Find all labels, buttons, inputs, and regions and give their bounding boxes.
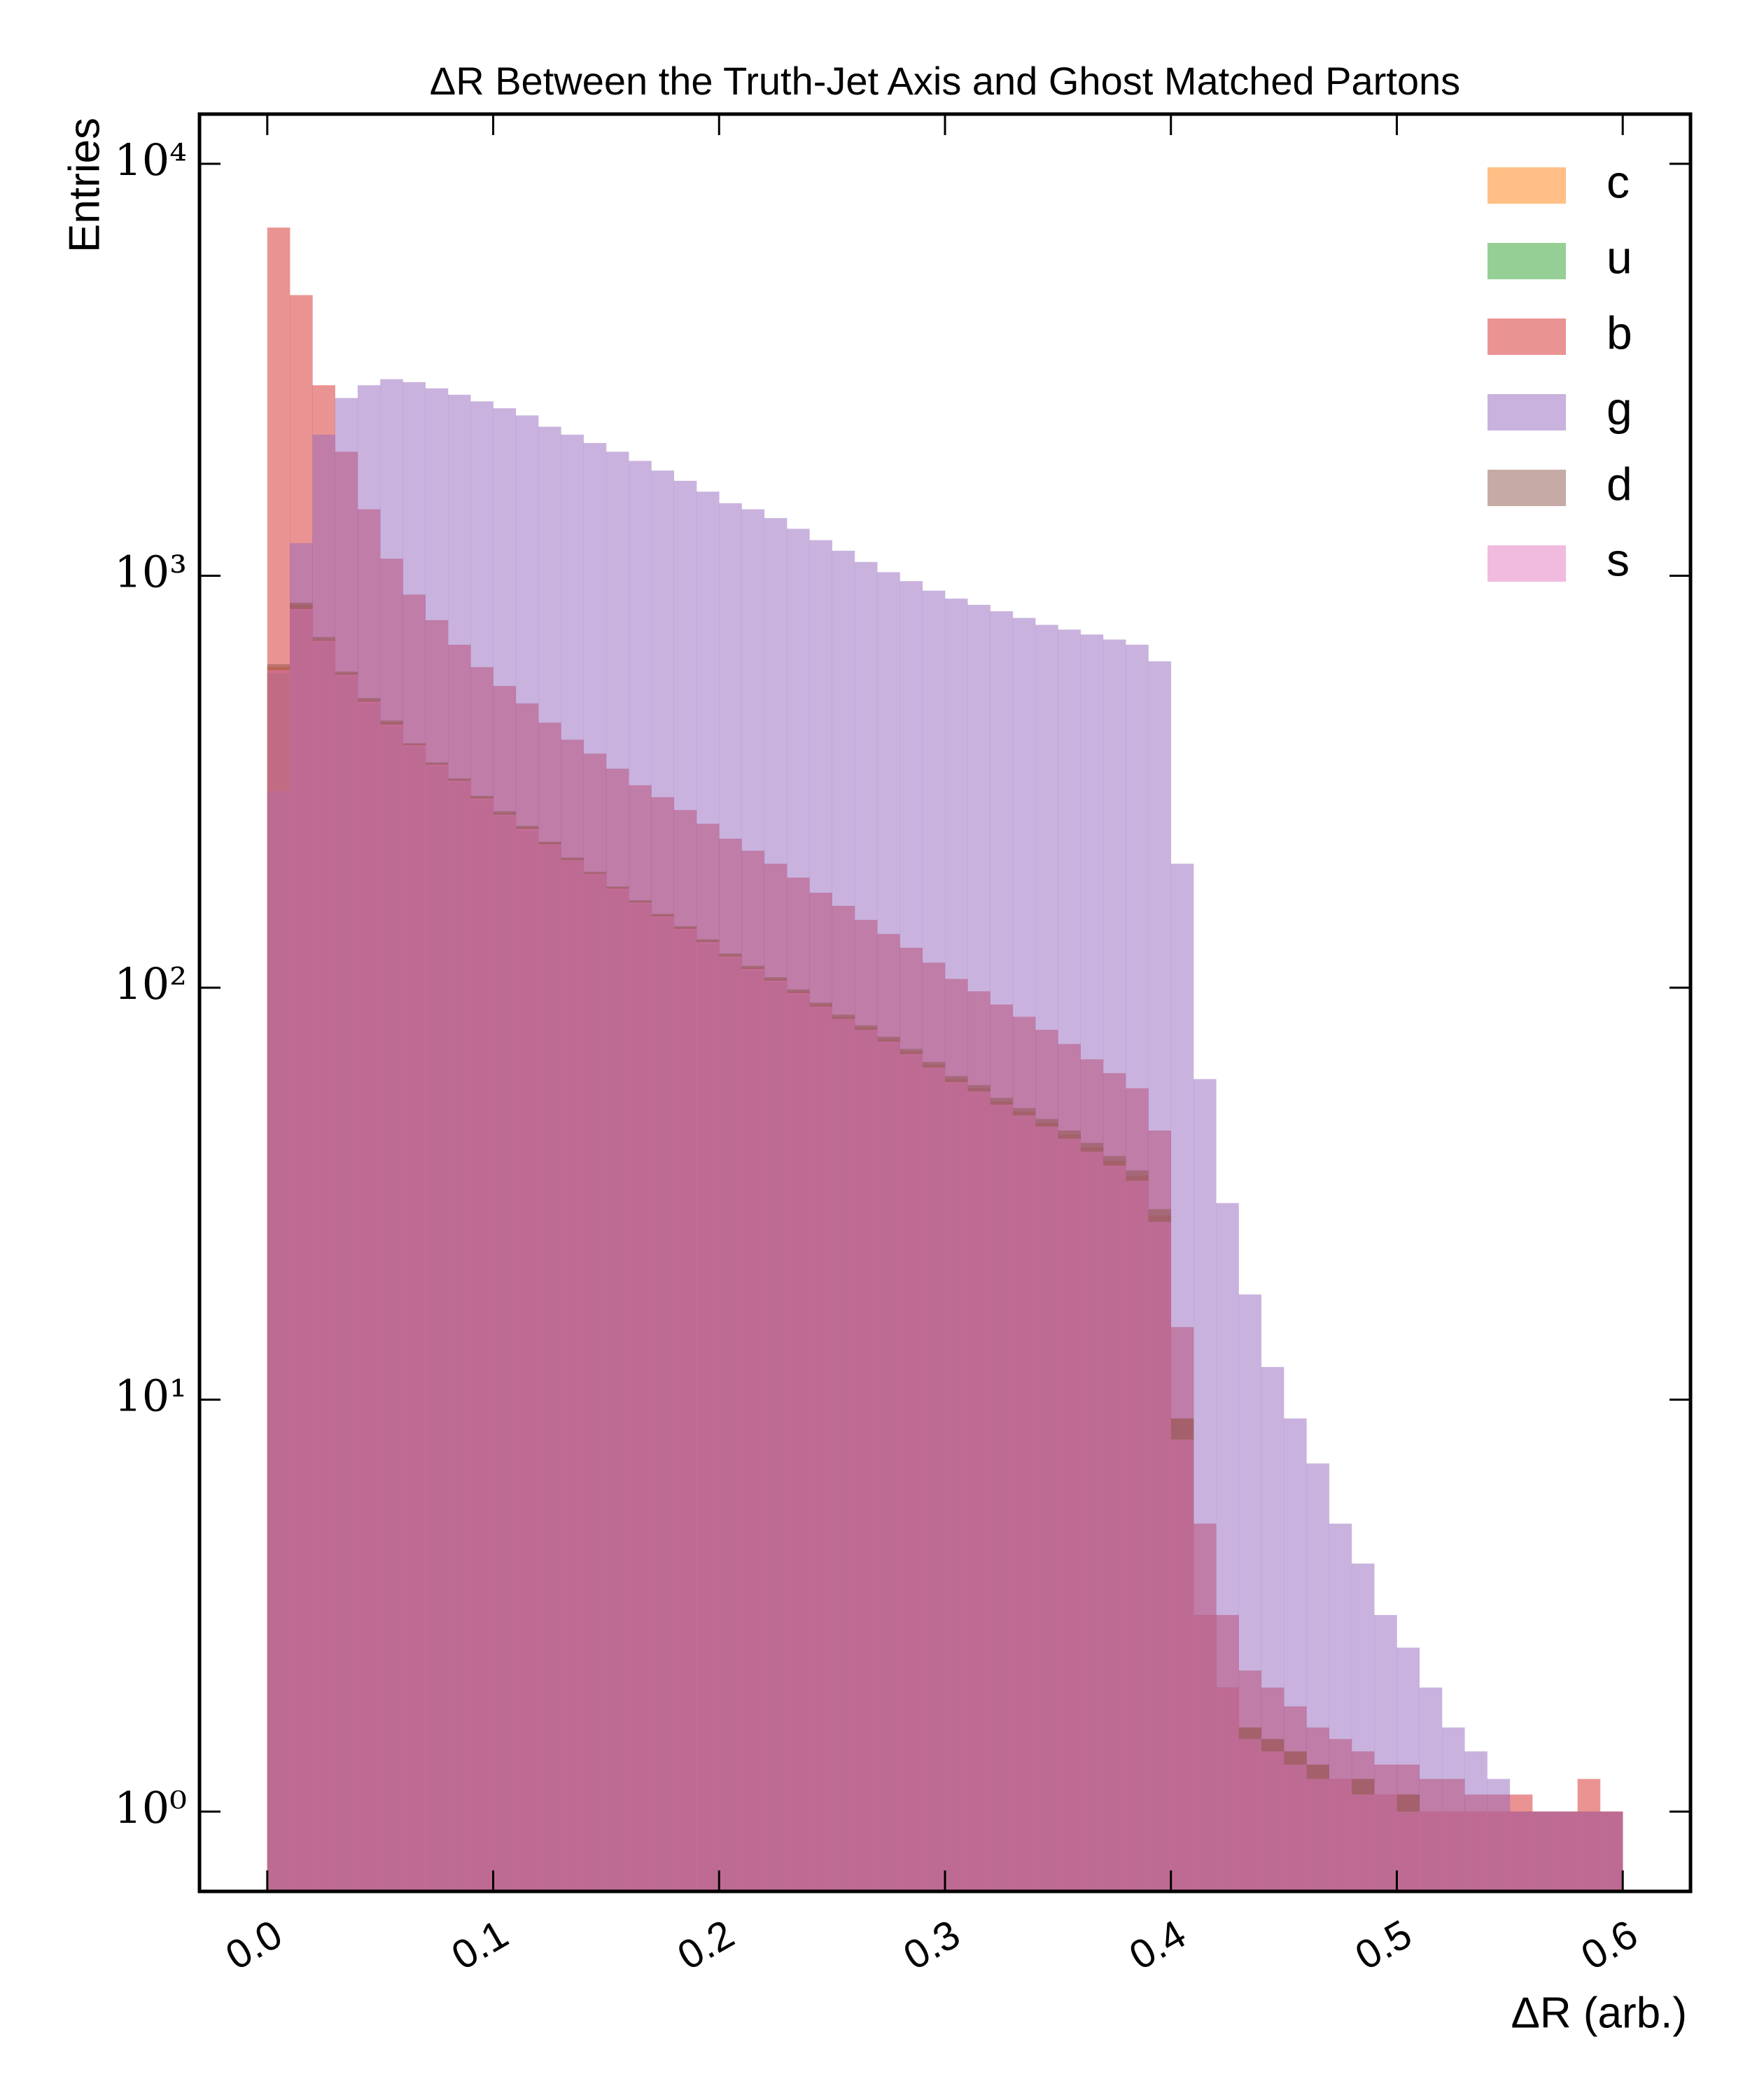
histogram-bar (470, 798, 493, 1891)
x-tick-label: 0.0 (218, 1911, 290, 1979)
histogram-bar (1396, 1811, 1420, 1891)
histogram-bar (538, 844, 561, 1891)
histogram-bar (1600, 1811, 1623, 1891)
histogram-bar (832, 1018, 855, 1891)
histogram-bar (1170, 1439, 1194, 1891)
histogram-bar (1194, 1615, 1217, 1891)
legend-swatch (1488, 318, 1566, 355)
y-tick-label: 10³ (114, 547, 187, 598)
histogram-bar (1102, 1166, 1126, 1891)
x-tick-label: 0.1 (444, 1911, 515, 1979)
histogram-bar (1306, 1779, 1329, 1891)
histogram-bar (448, 780, 471, 1891)
histogram-bar (1148, 1222, 1172, 1891)
histogram-bar (1532, 1811, 1555, 1891)
y-tick-label: 10² (114, 958, 187, 1009)
histogram-bar (899, 1054, 923, 1891)
chart-title: ΔR Between the Truth-Jet Axis and Ghost … (430, 59, 1460, 103)
legend-label: c (1606, 155, 1630, 207)
histogram-bar (1035, 1126, 1058, 1891)
histogram-bar (673, 928, 697, 1891)
histogram-bar (1419, 1811, 1443, 1891)
histogram-bar (651, 916, 675, 1891)
histogram-bar (809, 1006, 832, 1891)
histogram-bar (1058, 1138, 1081, 1891)
histogram-bar (629, 902, 652, 1891)
histogram-bar (741, 969, 765, 1891)
histogram-bar (696, 941, 720, 1891)
x-tick-label: 0.4 (1122, 1911, 1194, 1979)
histogram-bar (425, 764, 449, 1891)
histogram-bar (1509, 1811, 1533, 1891)
histogram-bar (967, 1091, 990, 1891)
histogram-bar (764, 980, 788, 1891)
histogram-bar (787, 993, 810, 1891)
histogram-bar (1577, 1811, 1601, 1891)
histogram-bar (1238, 1739, 1262, 1891)
histogram-bar (1351, 1794, 1375, 1891)
histogram-bar (380, 724, 403, 1891)
legend-label: b (1606, 307, 1632, 358)
y-tick-label: 10⁴ (114, 134, 187, 186)
legend-label: u (1606, 231, 1632, 283)
x-axis-label: ΔR (arb.) (1511, 1989, 1687, 2037)
histogram-bar (1261, 1751, 1284, 1891)
histogram-bar (335, 674, 358, 1891)
y-tick-label: 10⁰ (114, 1782, 187, 1833)
histogram-bar (1555, 1811, 1578, 1891)
histogram-bar (312, 640, 335, 1891)
histogram-bar (1374, 1794, 1397, 1891)
histogram-bar (877, 1041, 900, 1891)
legend-swatch (1488, 167, 1566, 204)
histogram-bar (1329, 1779, 1352, 1891)
histogram-bar (493, 814, 517, 1891)
histogram-bar (945, 1082, 968, 1891)
legend-label: g (1606, 382, 1632, 434)
histogram-bar (583, 874, 607, 1891)
histogram-bar (357, 701, 381, 1891)
histogram-bar (854, 1030, 878, 1891)
histogram-bar (606, 888, 629, 1891)
histogram-bar (1442, 1811, 1465, 1891)
legend-swatch (1488, 394, 1566, 430)
histogram-bar (515, 829, 539, 1891)
plot-area (267, 227, 1623, 1891)
y-axis-label: Entries (60, 118, 108, 253)
x-tick-label: 0.5 (1348, 1911, 1419, 1979)
histogram-bar (922, 1068, 946, 1891)
histogram-bar (990, 1105, 1014, 1891)
histogram-bar (1216, 1687, 1239, 1891)
histogram-bar (1080, 1152, 1104, 1891)
legend-label: d (1606, 458, 1632, 510)
histogram-bar (1126, 1180, 1149, 1891)
legend-label: s (1606, 533, 1630, 585)
legend-swatch (1488, 545, 1566, 582)
legend-swatch (1488, 470, 1566, 506)
y-tick-label: 10¹ (114, 1371, 187, 1422)
histogram-bar (1464, 1811, 1488, 1891)
x-tick-label: 0.6 (1574, 1911, 1645, 1979)
legend-swatch (1488, 243, 1566, 279)
histogram-bar (561, 860, 584, 1891)
histogram-bar (267, 670, 290, 1891)
plot-frame (197, 112, 1693, 1893)
x-tick-label: 0.2 (670, 1911, 741, 1979)
x-tick-label: 0.3 (896, 1911, 967, 1979)
histogram-bar (1284, 1764, 1307, 1891)
histogram-bar (290, 609, 313, 1891)
histogram-bar (719, 956, 742, 1891)
histogram-bar (1487, 1811, 1511, 1891)
histogram-bar (402, 745, 426, 1891)
histogram-bar (1012, 1115, 1036, 1891)
